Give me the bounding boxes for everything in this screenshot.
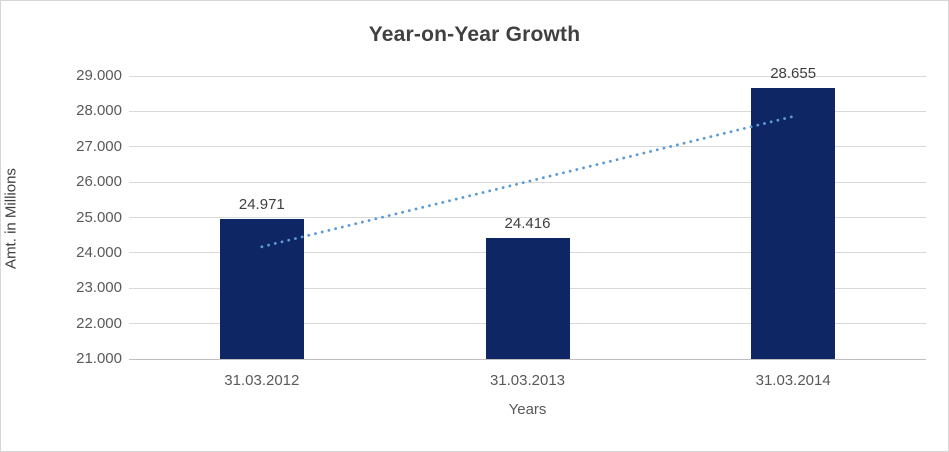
y-tick-label: 27.000 — [76, 137, 122, 155]
x-tick-label: 31.03.2012 — [224, 372, 300, 389]
bar — [751, 88, 836, 359]
x-tick-label: 31.03.2013 — [489, 372, 566, 389]
y-axis-title: Amt. in Millions — [2, 168, 20, 269]
bar — [485, 238, 570, 359]
y-tick-label: 29.000 — [76, 67, 122, 84]
y-tick-label: 28.000 — [76, 102, 122, 120]
data-label: 24.416 — [504, 215, 551, 233]
y-tick-label: 21.000 — [76, 350, 122, 367]
y-tick-label: 22.000 — [76, 314, 122, 332]
x-tick-label: 31.03.2014 — [755, 372, 831, 389]
plot-area: 24.971 24.416 28.655 — [129, 65, 926, 360]
trendline — [260, 115, 795, 249]
x-axis-line — [129, 358, 926, 360]
gridline — [129, 146, 926, 148]
gridline — [129, 75, 926, 77]
y-tick-label: 26.000 — [76, 173, 122, 191]
gridline — [129, 181, 926, 183]
gridline — [129, 217, 926, 218]
data-label: 24.971 — [238, 195, 285, 213]
data-label: 28.655 — [770, 65, 817, 83]
trendline-path — [260, 115, 795, 249]
y-tick-label: 23.000 — [76, 279, 122, 297]
gridline — [129, 110, 926, 112]
bar — [219, 218, 304, 359]
x-axis-title: Years — [508, 401, 547, 418]
y-tick-label: 24.000 — [76, 243, 122, 261]
chart-title: Year-on-Year Growth — [368, 23, 581, 46]
y-tick-label: 25.000 — [76, 208, 122, 226]
